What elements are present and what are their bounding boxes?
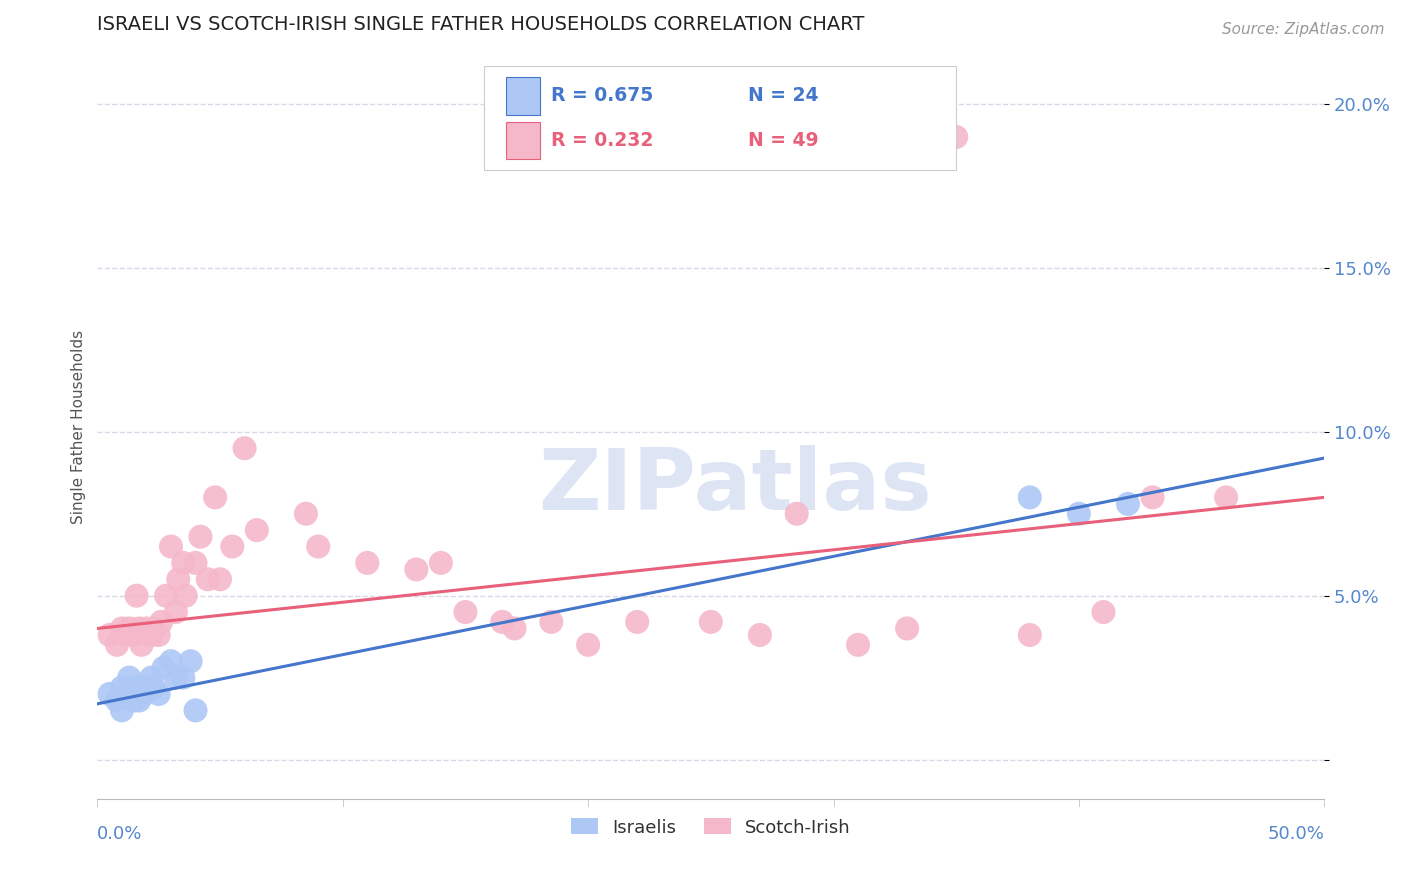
Text: N = 49: N = 49 xyxy=(748,131,818,150)
Point xyxy=(190,530,212,544)
Point xyxy=(98,687,121,701)
Text: R = 0.232: R = 0.232 xyxy=(551,131,654,150)
Point xyxy=(128,622,150,636)
Point xyxy=(405,562,427,576)
Point xyxy=(150,615,173,629)
Point xyxy=(1018,491,1040,505)
Point xyxy=(122,628,145,642)
Point xyxy=(503,622,526,636)
Point xyxy=(197,572,219,586)
Text: R = 0.675: R = 0.675 xyxy=(551,87,654,105)
Point xyxy=(356,556,378,570)
Text: Source: ZipAtlas.com: Source: ZipAtlas.com xyxy=(1222,22,1385,37)
Point xyxy=(142,681,165,695)
Point xyxy=(111,681,134,695)
Point xyxy=(846,638,869,652)
Point xyxy=(454,605,477,619)
Point xyxy=(700,615,723,629)
Point xyxy=(122,693,145,707)
Point xyxy=(540,615,562,629)
Point xyxy=(184,556,207,570)
Point xyxy=(115,628,138,642)
Legend: Israelis, Scotch-Irish: Israelis, Scotch-Irish xyxy=(562,809,859,846)
Point xyxy=(233,441,256,455)
Text: N = 24: N = 24 xyxy=(748,87,818,105)
Point xyxy=(155,589,177,603)
Text: 0.0%: 0.0% xyxy=(97,825,143,843)
Point xyxy=(165,671,187,685)
Point xyxy=(246,523,269,537)
Text: ISRAELI VS SCOTCH-IRISH SINGLE FATHER HOUSEHOLDS CORRELATION CHART: ISRAELI VS SCOTCH-IRISH SINGLE FATHER HO… xyxy=(97,15,865,34)
Point xyxy=(118,671,141,685)
Point xyxy=(576,638,599,652)
Point xyxy=(491,615,513,629)
Point xyxy=(131,681,153,695)
Point xyxy=(221,540,243,554)
Point xyxy=(148,687,170,701)
Point xyxy=(430,556,453,570)
Point xyxy=(184,703,207,717)
Point xyxy=(307,540,329,554)
Point xyxy=(945,129,967,144)
Point xyxy=(132,687,155,701)
Point xyxy=(165,605,187,619)
FancyBboxPatch shape xyxy=(484,66,956,170)
Text: 50.0%: 50.0% xyxy=(1267,825,1324,843)
Point xyxy=(1142,491,1164,505)
Point xyxy=(125,681,148,695)
Point xyxy=(172,556,194,570)
Point xyxy=(167,572,190,586)
Point xyxy=(141,671,163,685)
Point xyxy=(1092,605,1115,619)
Point xyxy=(748,628,770,642)
Point xyxy=(160,540,183,554)
Point xyxy=(98,628,121,642)
Point xyxy=(1018,628,1040,642)
Point xyxy=(118,622,141,636)
Point xyxy=(180,654,202,668)
Point xyxy=(111,622,134,636)
Point xyxy=(204,491,226,505)
Point xyxy=(174,589,197,603)
Point xyxy=(1067,507,1090,521)
Point xyxy=(626,615,648,629)
Point xyxy=(135,681,157,695)
Point xyxy=(111,703,134,717)
Point xyxy=(172,671,194,685)
Point xyxy=(295,507,318,521)
Point xyxy=(125,589,148,603)
Point xyxy=(135,622,157,636)
Point xyxy=(209,572,232,586)
Point xyxy=(786,507,808,521)
Point xyxy=(128,693,150,707)
Point xyxy=(115,687,138,701)
Point xyxy=(105,693,128,707)
Point xyxy=(142,622,165,636)
Point xyxy=(1116,497,1139,511)
Point xyxy=(141,628,163,642)
Point xyxy=(160,654,183,668)
Point xyxy=(131,638,153,652)
Point xyxy=(105,638,128,652)
FancyBboxPatch shape xyxy=(506,122,540,159)
FancyBboxPatch shape xyxy=(506,78,540,114)
Point xyxy=(152,661,174,675)
Point xyxy=(896,622,918,636)
Text: ZIPatlas: ZIPatlas xyxy=(538,445,932,528)
Point xyxy=(1215,491,1237,505)
Point xyxy=(148,628,170,642)
Y-axis label: Single Father Households: Single Father Households xyxy=(72,330,86,524)
